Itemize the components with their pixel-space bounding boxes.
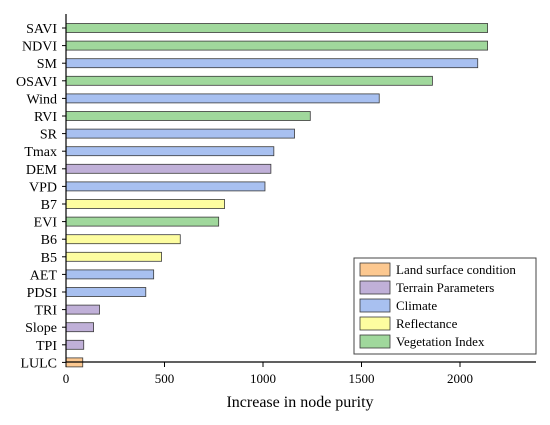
category-label: EVI — [34, 216, 58, 231]
x-tick-label: 1500 — [349, 371, 375, 386]
category-label: OSAVI — [16, 75, 57, 90]
x-tick-label: 500 — [155, 371, 175, 386]
legend-label: Land surface condition — [396, 262, 516, 277]
category-label: SM — [37, 57, 58, 72]
bar-rvi — [65, 111, 311, 121]
bar-osavi — [65, 75, 433, 86]
bars-layer — [65, 23, 488, 368]
legend-swatch — [359, 316, 391, 331]
x-tick-label: 0 — [63, 371, 70, 386]
bar-b6 — [65, 234, 181, 245]
category-label: Wind — [26, 92, 57, 107]
legend-swatch — [359, 280, 391, 295]
bar-dem — [65, 163, 272, 174]
category-label: NDVI — [22, 40, 57, 55]
category-label: TRI — [34, 304, 57, 319]
category-label: DEM — [26, 163, 58, 178]
bar-vpd — [65, 181, 266, 192]
bar-tri — [65, 304, 100, 315]
category-label: LULC — [20, 356, 57, 371]
category-label: B7 — [41, 198, 57, 213]
bar-sm — [65, 58, 479, 69]
bar-ndvi — [65, 40, 488, 51]
category-label: Slope — [25, 321, 57, 336]
bar-aet — [65, 269, 155, 280]
category-label: B5 — [41, 251, 57, 266]
category-label: PDSI — [27, 286, 58, 301]
category-label: SR — [40, 128, 58, 143]
legend-label: Terrain Parameters — [396, 280, 494, 295]
bar-b5 — [65, 251, 162, 262]
bar-slope — [65, 322, 94, 333]
category-label: Tmax — [24, 145, 57, 160]
legend-label: Climate — [396, 298, 437, 313]
x-tick-label: 1000 — [250, 371, 276, 386]
bar-savi — [65, 23, 488, 33]
category-label: VPD — [29, 180, 57, 195]
legend: Land surface condition Terrain Parameters… — [353, 257, 537, 355]
category-label: RVI — [34, 110, 57, 125]
x-tick-label: 2000 — [447, 371, 473, 386]
bar-tmax — [65, 146, 275, 157]
bar-wind — [65, 93, 380, 104]
bar-pdsi — [65, 287, 147, 297]
legend-swatch — [359, 298, 391, 313]
bar-b7 — [65, 199, 225, 209]
category-label: AET — [30, 268, 58, 283]
x-ticks: 0 500 1000 1500 2000 — [63, 362, 473, 386]
legend-swatch — [359, 262, 391, 277]
category-label: B6 — [41, 233, 57, 248]
category-label: TPI — [36, 339, 57, 354]
category-label: SAVI — [26, 22, 57, 37]
bar-sr — [65, 128, 295, 139]
bar-tpi — [65, 339, 85, 350]
bar-evi — [65, 216, 220, 227]
category-labels: SAVI NDVI SM OSAVI Wind RVI SR Tmax DEM VPD B7 EVI B… — [16, 22, 66, 371]
x-axis-title: Increase in node purity — [226, 394, 373, 411]
legend-label: Reflectance — [396, 316, 458, 331]
legend-label: Vegetation Index — [396, 334, 485, 349]
legend-swatch — [359, 334, 391, 349]
